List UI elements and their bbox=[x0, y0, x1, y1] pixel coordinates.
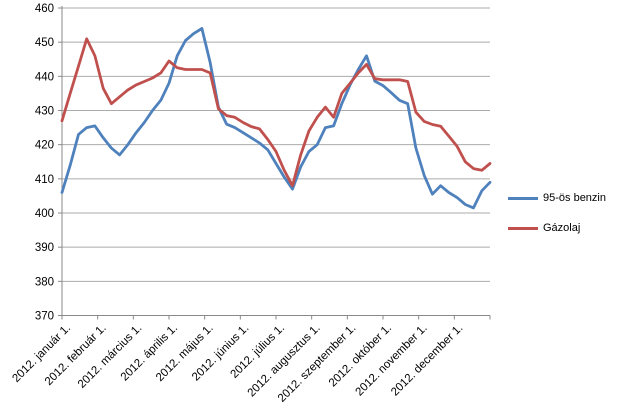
y-axis-label: 450 bbox=[35, 37, 54, 49]
x-axis-label: 2012. december 1. bbox=[389, 322, 465, 398]
legend-label-gazolaj: Gázolaj bbox=[543, 222, 581, 234]
y-axis-label: 400 bbox=[35, 208, 54, 220]
gazolaj-line-swatch bbox=[508, 226, 538, 230]
y-axis-label: 390 bbox=[35, 242, 54, 254]
y-axis-label: 380 bbox=[35, 276, 54, 288]
benzin-line-swatch bbox=[508, 196, 538, 200]
y-axis-label: 430 bbox=[35, 106, 54, 118]
y-axis-label: 410 bbox=[35, 174, 54, 186]
legend-item-benzin: 95-ös benzin bbox=[508, 190, 606, 206]
chart-legend: 95-ös benzin Gázolaj bbox=[508, 190, 606, 250]
gazolaj-series-line bbox=[60, 37, 492, 188]
legend-label-benzin: 95-ös benzin bbox=[543, 192, 606, 204]
benzin-series-line bbox=[60, 27, 492, 210]
legend-item-gazolaj: Gázolaj bbox=[508, 220, 606, 236]
y-axis-label: 370 bbox=[35, 311, 54, 323]
x-axis-label: 2012. február 1. bbox=[43, 322, 109, 388]
y-axis-label: 420 bbox=[35, 140, 54, 152]
x-axis-label: 2012. október 1. bbox=[327, 322, 394, 389]
x-axis-label: 2012. március 1. bbox=[76, 322, 145, 391]
y-axis-label: 440 bbox=[35, 71, 54, 83]
y-axis-label: 460 bbox=[35, 3, 54, 15]
